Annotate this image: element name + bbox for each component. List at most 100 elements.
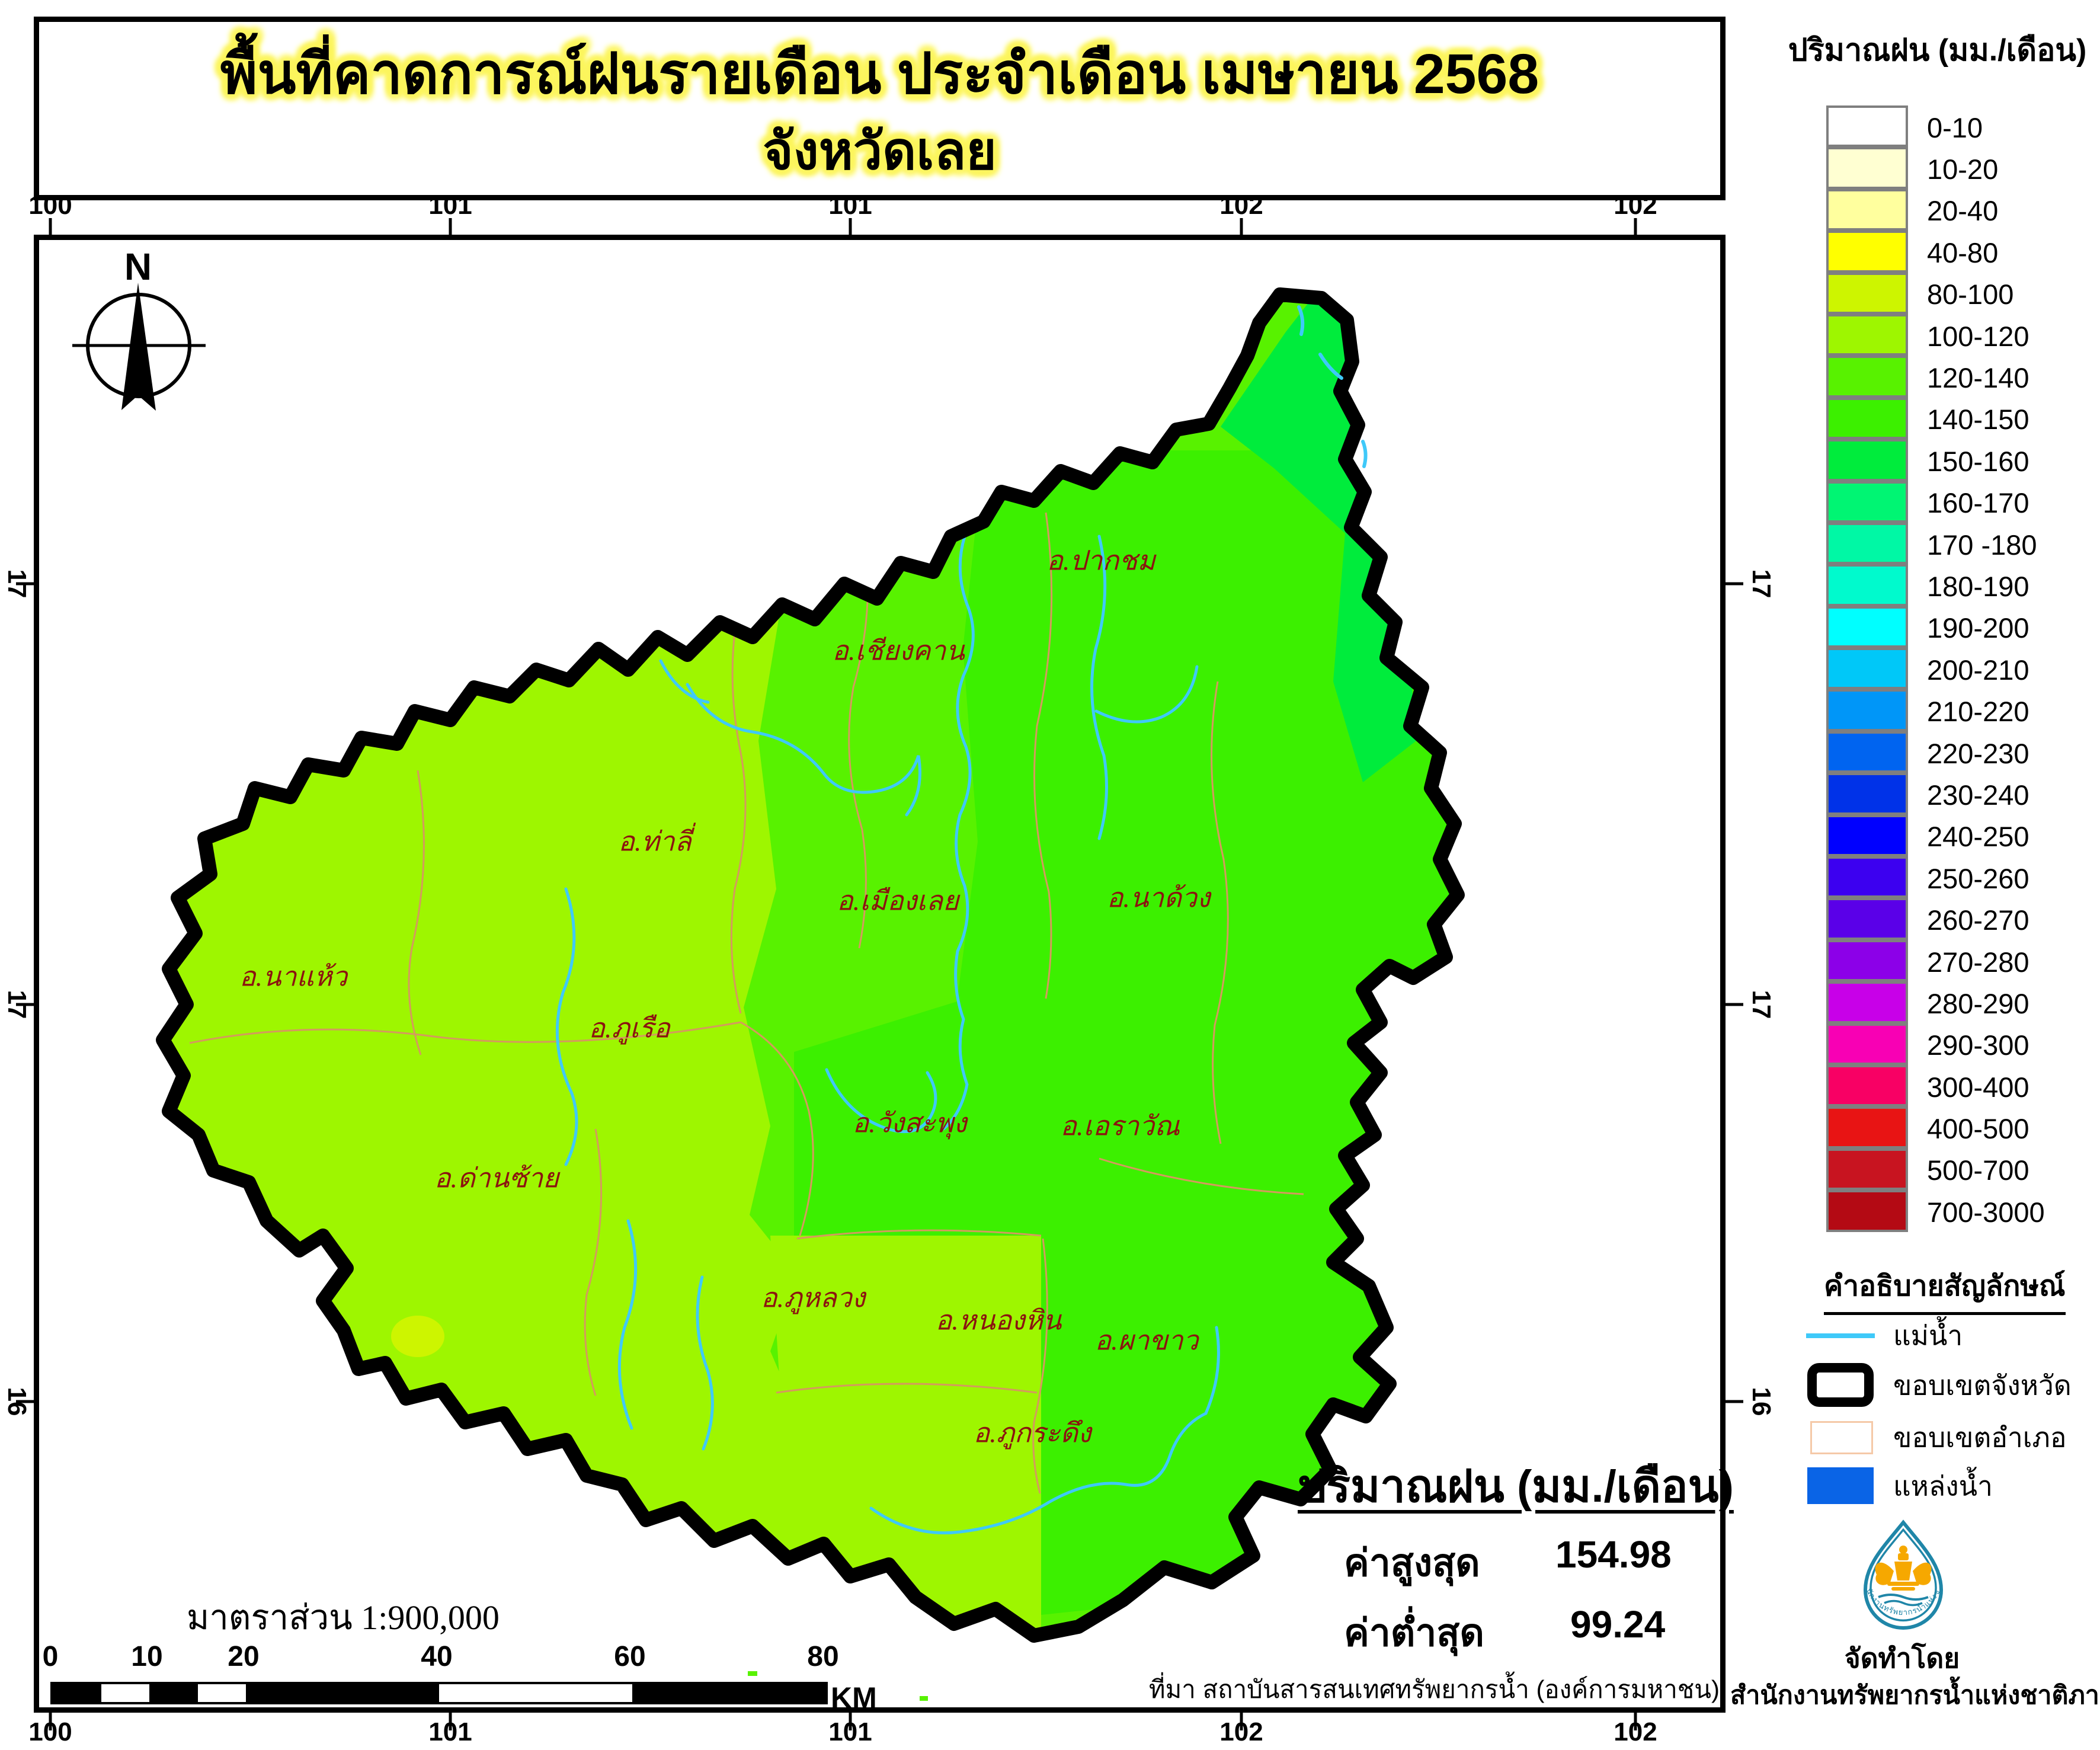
legend-item: 260-270 xyxy=(1826,898,2045,940)
legend-range-label: 20-40 xyxy=(1927,195,1999,227)
onwr-logo: สำนักงานทรัพยากรน้ำแห่งชาติ xyxy=(1863,1519,1944,1630)
emblem-icon xyxy=(1875,1546,1932,1591)
legend-range-label: 290-300 xyxy=(1927,1029,2029,1061)
legend-swatch xyxy=(1826,1190,1908,1232)
axis-tick xyxy=(849,218,852,236)
legend-range-label: 190-200 xyxy=(1927,612,2029,644)
legend-swatch xyxy=(1826,939,1908,982)
scale-tick-label: 80 xyxy=(807,1641,839,1672)
legend-range-label: 170 -180 xyxy=(1927,529,2037,561)
legend-item: 240-250 xyxy=(1826,814,2045,858)
legend-range-label: 40-80 xyxy=(1927,236,1999,268)
legend-swatch xyxy=(1826,1064,1908,1107)
scale-ratio-label: มาตราส่วน 1:900,000 xyxy=(187,1598,500,1637)
axis-tick xyxy=(1726,582,1743,586)
compass-north-label: N xyxy=(124,249,152,288)
prepared-by-label: จัดทำโดย xyxy=(1844,1643,1960,1674)
scale-bar-segment xyxy=(149,1684,198,1702)
legend-range-label: 240-250 xyxy=(1927,821,2029,853)
legend-item: 150-160 xyxy=(1826,439,2045,482)
legend-item: 40-80 xyxy=(1826,231,2045,273)
legend-swatch xyxy=(1826,313,1908,356)
longitude-label: 101 xyxy=(428,1717,472,1746)
legend-swatch xyxy=(1826,272,1908,314)
legend-range-label: 150-160 xyxy=(1927,445,2029,477)
legend-swatch xyxy=(1826,856,1908,898)
legend-item: 290-300 xyxy=(1826,1023,2045,1066)
scale-bar-segment xyxy=(101,1684,149,1702)
title-banner: พื้นที่คาดการณ์ฝนรายเดือน ประจำเดือน เมษ… xyxy=(34,17,1726,200)
scale-bar-segment xyxy=(53,1684,101,1702)
legend-swatch xyxy=(1826,731,1908,773)
legend-title: ปริมาณฝน (มม./เดือน) xyxy=(1788,33,2087,68)
axis-tick xyxy=(449,1713,452,1730)
river-symbol-label: แม่น้ำ xyxy=(1893,1320,1963,1351)
water-drop-inner-icon xyxy=(1869,1528,1937,1622)
legend-swatch xyxy=(1826,1148,1908,1191)
scale-bar-segment xyxy=(246,1684,439,1702)
scale-tick-label: 20 xyxy=(228,1641,260,1672)
organization-label: สำนักงานทรัพยากรน้ำแห่งชาติภาค 3 xyxy=(1730,1681,2100,1710)
scale-unit-label: KM xyxy=(831,1681,877,1714)
legend-item: 230-240 xyxy=(1826,773,2045,815)
legend-range-label: 400-500 xyxy=(1927,1113,2029,1145)
legend-item: 20-40 xyxy=(1826,188,2045,232)
axis-tick xyxy=(49,1713,52,1730)
scale-bar-segment xyxy=(439,1684,632,1702)
page-title-line2: จังหวัดเลย xyxy=(763,121,997,180)
latitude-label: 17 xyxy=(2,569,31,599)
longitude-label: 101 xyxy=(828,1717,872,1746)
scale-bar-segment xyxy=(632,1684,825,1702)
legend-item: 500-700 xyxy=(1826,1148,2045,1191)
legend-item: 210-220 xyxy=(1826,689,2045,732)
scale-bar xyxy=(50,1682,828,1704)
legend-item: 250-260 xyxy=(1826,856,2045,899)
legend-item: 700-3000 xyxy=(1826,1190,2045,1233)
legend-item: 280-290 xyxy=(1826,981,2045,1024)
legend-swatch xyxy=(1826,564,1908,606)
legend-swatch xyxy=(1826,188,1908,231)
province-boundary-symbol-label: ขอบเขตจังหวัด xyxy=(1893,1370,2072,1401)
latitude-label: 16 xyxy=(2,1387,31,1416)
legend-swatch xyxy=(1826,1106,1908,1148)
max-value-label: ค่าสูงสุด xyxy=(1344,1541,1480,1584)
axis-tick xyxy=(1634,1713,1637,1730)
legend-range-label: 120-140 xyxy=(1927,362,2029,394)
legend-swatch xyxy=(1826,231,1908,273)
axis-tick xyxy=(1634,218,1637,236)
legend-swatch xyxy=(1826,689,1908,731)
river-symbol-swatch xyxy=(1806,1333,1875,1338)
legend-range-label: 80-100 xyxy=(1927,279,2014,311)
legend-swatch xyxy=(1826,606,1908,648)
legend-swatch xyxy=(1826,773,1908,815)
legend-range-label: 0-10 xyxy=(1927,111,1983,143)
water-body-symbol-swatch xyxy=(1807,1467,1874,1504)
legend-swatch xyxy=(1826,439,1908,481)
min-value: 99.24 xyxy=(1570,1603,1666,1646)
source-text: ที่มา สถาบันสารสนเทศทรัพยากรน้ำ (องค์การ… xyxy=(1148,1675,1720,1703)
legend-swatch xyxy=(1826,356,1908,398)
axis-tick xyxy=(49,218,52,236)
legend-range-label: 260-270 xyxy=(1927,904,2029,936)
axis-tick xyxy=(1726,1003,1743,1006)
legend-item: 120-140 xyxy=(1826,356,2045,398)
legend-range-label: 210-220 xyxy=(1927,696,2029,728)
legend-range-label: 700-3000 xyxy=(1927,1196,2045,1228)
legend-item: 100-120 xyxy=(1826,313,2045,357)
legend-item: 220-230 xyxy=(1826,731,2045,774)
legend-range-label: 100-120 xyxy=(1927,320,2029,352)
legend-item: 400-500 xyxy=(1826,1106,2045,1149)
axis-tick xyxy=(16,1003,34,1006)
legend-range-label: 200-210 xyxy=(1927,654,2029,686)
max-value: 154.98 xyxy=(1555,1533,1672,1576)
wave-icon xyxy=(1878,1594,1929,1601)
latitude-label: 17 xyxy=(1747,990,1776,1019)
legend-item: 200-210 xyxy=(1826,648,2045,690)
legend-swatch xyxy=(1826,814,1908,857)
legend-swatch xyxy=(1826,481,1908,523)
scale-tick-label: 0 xyxy=(42,1641,59,1672)
compass-rose: N xyxy=(72,249,206,411)
district-boundary-symbol-label: ขอบเขตอำเภอ xyxy=(1893,1422,2067,1453)
latitude-label: 17 xyxy=(1747,569,1776,599)
